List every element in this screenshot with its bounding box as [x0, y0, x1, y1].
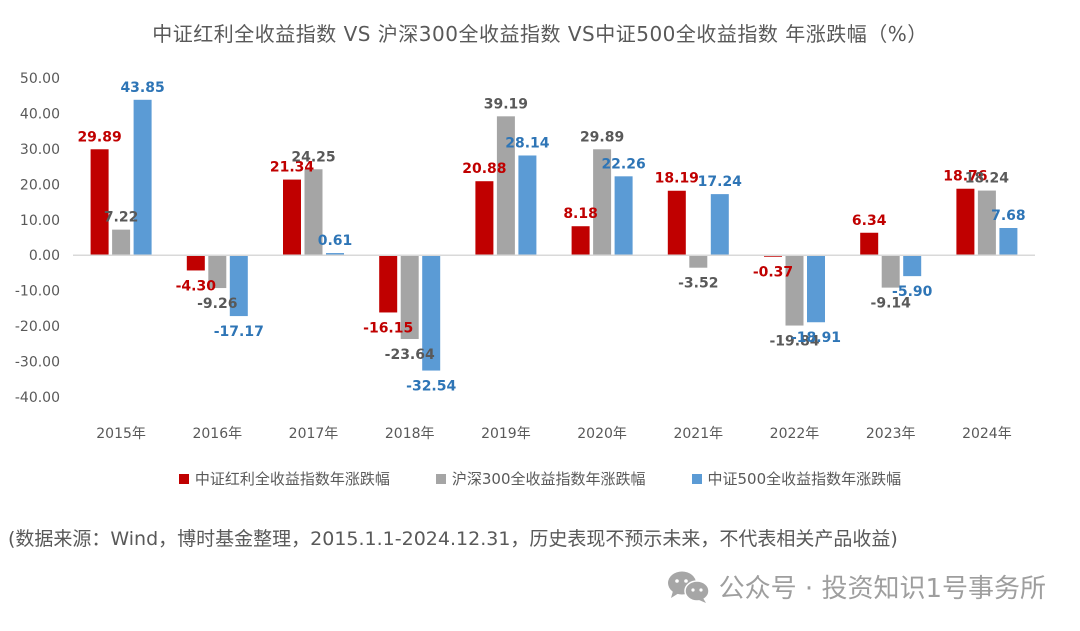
bar: [593, 149, 612, 256]
bar: [475, 181, 494, 256]
legend-label: 中证红利全收益指数年涨跌幅: [194, 470, 390, 488]
y-tick-label: 30.00: [20, 142, 60, 158]
data-label: -4.30: [176, 278, 217, 294]
x-tick-label: 2020年: [577, 426, 627, 442]
data-label: 20.88: [462, 161, 506, 177]
legend-label: 中证500全收益指数年涨跌幅: [707, 470, 902, 488]
y-axis: 50.00 40.00 30.00 20.00 10.00 0.00 -10.00 -20.0…: [15, 71, 60, 406]
watermark-text: 公众号 · 投资知识1号事务所: [718, 574, 1046, 604]
legend-swatch-blue: [691, 473, 702, 484]
data-label: 7.68: [991, 208, 1026, 224]
bar: [614, 176, 633, 256]
bar: [186, 255, 205, 271]
bar: [400, 255, 419, 340]
data-label: 18.76: [943, 169, 987, 185]
bar: [229, 255, 248, 317]
y-tick-label: -30.00: [15, 355, 60, 371]
bar-chart: 50.00 40.00 30.00 20.00 10.00 0.00 -10.00 -20.0…: [15, 71, 1035, 442]
bar: [977, 190, 996, 256]
bar: [90, 149, 109, 256]
data-label: 7.22: [104, 210, 139, 226]
data-label: -32.54: [406, 379, 456, 395]
data-label: -16.15: [363, 320, 413, 336]
legend-label: 沪深300全收益指数年涨跌幅: [451, 470, 646, 488]
legend-swatch-gray: [435, 473, 446, 484]
data-label: 28.14: [505, 135, 550, 151]
y-tick-label: -10.00: [15, 284, 60, 300]
bar: [785, 255, 804, 326]
x-axis: 2015年 2016年 2017年 2018年 2019年 2020年 2021年 2022年…: [96, 426, 1011, 442]
y-tick-label: 10.00: [20, 213, 60, 229]
data-label: -3.52: [678, 276, 718, 292]
y-tick-label: 20.00: [20, 177, 60, 193]
x-tick-label: 2016年: [192, 426, 242, 442]
data-label: -17.17: [214, 324, 264, 340]
bar: [304, 169, 323, 256]
x-tick-label: 2022年: [770, 426, 820, 442]
data-label: 22.26: [601, 156, 645, 172]
bar: [807, 255, 825, 323]
x-tick-label: 2017年: [289, 426, 339, 442]
legend-item-csi500: 中证500全收益指数年涨跌幅: [691, 468, 902, 489]
data-label: 21.34: [270, 160, 315, 176]
bar: [422, 255, 441, 371]
data-label: 29.89: [580, 129, 624, 145]
y-tick-label: 0.00: [29, 248, 60, 264]
bar: [710, 194, 729, 256]
data-label: 0.61: [318, 233, 353, 249]
bar: [133, 99, 152, 256]
bar: [689, 255, 708, 268]
data-label: 6.34: [852, 213, 887, 229]
data-label: -0.37: [753, 265, 793, 281]
data-label: 24.25: [291, 149, 335, 165]
data-label: -5.90: [892, 284, 933, 300]
y-tick-label: 50.00: [20, 71, 60, 87]
data-label: 18.24: [965, 171, 1010, 187]
source-note: (数据来源：Wind，博时基金整理，2015.1.1-2024.12.31，历史…: [8, 528, 898, 550]
data-label: -23.64: [385, 347, 435, 363]
watermark: 公众号 · 投资知识1号事务所: [667, 568, 1046, 605]
bar: [860, 232, 879, 256]
bar: [571, 226, 590, 256]
bar: [999, 228, 1018, 256]
data-label: 18.19: [655, 171, 699, 187]
bar: [903, 255, 922, 277]
bars-group: [90, 99, 1018, 371]
x-tick-label: 2019年: [481, 426, 531, 442]
legend-swatch-red: [178, 473, 189, 484]
data-label: 39.19: [484, 96, 528, 112]
x-tick-label: 2024年: [962, 426, 1012, 442]
x-tick-label: 2023年: [866, 426, 916, 442]
data-label: 43.85: [120, 80, 164, 96]
wechat-icon: [667, 571, 710, 603]
data-label: -9.26: [197, 296, 237, 312]
bar: [881, 255, 900, 288]
data-label: -18.91: [791, 330, 841, 346]
data-label: 17.24: [698, 174, 743, 190]
bar: [283, 179, 301, 256]
chart-title: 中证红利全收益指数 VS 沪深300全收益指数 VS中证500全收益指数 年涨跌…: [152, 22, 928, 46]
data-label: 8.18: [563, 206, 598, 222]
x-tick-label: 2015年: [96, 426, 146, 442]
bar: [112, 229, 131, 256]
y-tick-label: 40.00: [20, 106, 60, 122]
legend-item-csi300: 沪深300全收益指数年涨跌幅: [435, 468, 646, 489]
legend: 中证红利全收益指数年涨跌幅 沪深300全收益指数年涨跌幅 中证500全收益指数年…: [0, 468, 1080, 489]
data-labels-group: 29.89 7.22 43.85 -4.30 -9.26 -17.17 21.3424.25…: [77, 80, 1025, 395]
data-label: -19.84: [769, 334, 819, 350]
bar: [496, 116, 515, 256]
data-label: -9.14: [871, 296, 912, 312]
data-label: 29.89: [77, 129, 121, 145]
x-tick-label: 2021年: [673, 426, 723, 442]
bar: [667, 190, 686, 256]
legend-item-dividend: 中证红利全收益指数年涨跌幅: [178, 468, 390, 489]
y-tick-label: -40.00: [15, 390, 60, 406]
bar: [956, 188, 975, 256]
y-tick-label: -20.00: [15, 319, 60, 335]
bar: [518, 155, 537, 256]
bar: [379, 255, 398, 313]
x-tick-label: 2018年: [385, 426, 435, 442]
bar: [326, 253, 344, 256]
bar: [208, 255, 227, 289]
